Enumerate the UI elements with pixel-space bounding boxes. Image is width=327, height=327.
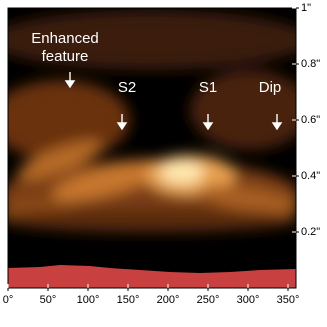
- x-tick-label: 0°: [3, 294, 14, 306]
- y-tick-label: 0.6": [301, 114, 320, 126]
- x-tick-label: 100°: [77, 294, 100, 306]
- y-tick-label: 0.4": [301, 170, 320, 182]
- annotation: Enhanced feature: [31, 30, 99, 65]
- y-tick-label: 0.2": [301, 226, 320, 238]
- x-tick-label: 350°: [277, 294, 300, 306]
- y-tick-label: 0.8": [301, 58, 320, 70]
- x-tick-label: 150°: [117, 294, 140, 306]
- x-tick-label: 50°: [40, 294, 57, 306]
- annotation: S2: [117, 79, 137, 96]
- x-tick-label: 250°: [197, 294, 220, 306]
- x-tick-label: 200°: [157, 294, 180, 306]
- annotation: S1: [198, 79, 218, 96]
- annotation: Dip: [258, 79, 282, 96]
- y-tick-label: 1": [301, 2, 311, 14]
- image: [8, 8, 296, 288]
- x-tick-label: 300°: [237, 294, 260, 306]
